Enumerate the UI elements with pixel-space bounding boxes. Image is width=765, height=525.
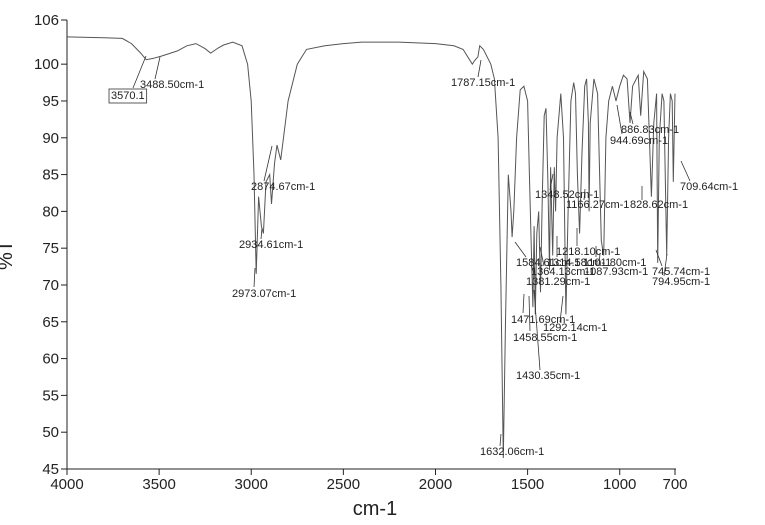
- y-tick-label: 50: [42, 424, 59, 441]
- peak-label: 1218.10cm-1: [556, 246, 620, 258]
- peak-label: 1381.29cm-1: [526, 276, 590, 288]
- annotation-leader: [583, 188, 586, 201]
- x-tick-label: 4000: [50, 476, 83, 493]
- annotation-leader: [154, 56, 161, 80]
- peak-label: 3570.1: [111, 90, 145, 102]
- annotation-leader: [616, 104, 623, 135]
- x-tick-label: 3500: [142, 476, 175, 493]
- y-axis-label: %T: [0, 240, 17, 270]
- annotation-leader: [477, 59, 482, 78]
- x-tick-label: 2000: [419, 476, 452, 493]
- spectrum-line: [66, 36, 676, 459]
- peak-label: 1364.13cm-1: [531, 266, 595, 278]
- x-tick-label: 1000: [603, 476, 636, 493]
- y-tick-label: 45: [42, 461, 59, 478]
- annotation-leader: [559, 295, 564, 323]
- peak-label: 1314.58cm-1: [547, 257, 611, 269]
- x-tick-label: 1500: [511, 476, 544, 493]
- annotation-leader: [680, 160, 691, 182]
- peak-label: 1458.55cm-1: [513, 332, 577, 344]
- y-tick-label: 95: [42, 93, 59, 110]
- peak-label: 1087.93cm-1: [584, 266, 648, 278]
- x-tick-label: 700: [662, 476, 687, 493]
- x-axis-label: cm-1: [353, 498, 397, 520]
- annotation-leader: [530, 264, 536, 277]
- y-tick-label: 55: [42, 387, 59, 404]
- y-tick-label: 70: [42, 277, 59, 294]
- annotation-leader: [132, 55, 147, 89]
- peak-label: 886.83cm-1: [621, 124, 679, 136]
- y-tick-label: 90: [42, 130, 59, 147]
- peak-label: 2874.67cm-1: [251, 181, 315, 193]
- y-tick-label: 80: [42, 203, 59, 220]
- peak-label: 1166.27cm-1: [566, 199, 629, 211]
- peak-label: 828.62cm-1: [630, 199, 688, 211]
- y-tick-label: 85: [42, 167, 59, 184]
- annotation-leader: [528, 295, 531, 332]
- peak-label: 1101.80cm-1: [583, 257, 646, 269]
- annotation-leader: [522, 293, 525, 314]
- annotation-leader: [655, 249, 663, 267]
- y-tick-label: 100: [34, 56, 59, 73]
- peak-label: 709.64cm-1: [680, 181, 738, 193]
- peak-label: 3488.50cm-1: [140, 79, 204, 91]
- peak-label: 1348.52cm-1: [535, 189, 599, 201]
- annotation-leader: [539, 246, 545, 267]
- peak-label: 1430.35cm-1: [516, 370, 580, 382]
- annotation-leader: [260, 227, 263, 240]
- annotation-leader: [598, 252, 601, 267]
- annotation-leader: [663, 253, 668, 277]
- annotation-leader: [263, 145, 273, 182]
- y-tick-label: 106: [34, 12, 59, 29]
- peak-label: 944.69cm-1: [610, 135, 668, 147]
- peak-label: 1471.69cm-1: [511, 314, 575, 326]
- x-tick-label: 3000: [235, 476, 268, 493]
- x-tick-label: 2500: [327, 476, 360, 493]
- peak-label: 1584.61cm-1: [516, 257, 580, 269]
- y-tick-label: 65: [42, 314, 59, 331]
- y-tick-label: 60: [42, 351, 59, 368]
- peak-label: 794.95cm-1: [652, 276, 710, 288]
- y-tick-label: 75: [42, 240, 59, 257]
- peak-label: 1632.06cm-1: [480, 446, 544, 458]
- annotation-box: [108, 88, 148, 104]
- annotation-leader: [499, 433, 502, 447]
- annotation-leader: [514, 241, 527, 258]
- peak-label: 1292.14cm-1: [543, 322, 607, 334]
- peak-label: 2973.07cm-1: [232, 288, 296, 300]
- annotation-leader: [533, 289, 541, 371]
- peak-label: 1787.15cm-1: [451, 77, 515, 89]
- peak-label: 2934.61cm-1: [239, 239, 303, 251]
- annotation-leader: [629, 111, 634, 125]
- annotation-leader: [253, 267, 256, 288]
- peak-label: 745.74cm-1: [652, 266, 710, 278]
- annotation-leader: [549, 173, 554, 191]
